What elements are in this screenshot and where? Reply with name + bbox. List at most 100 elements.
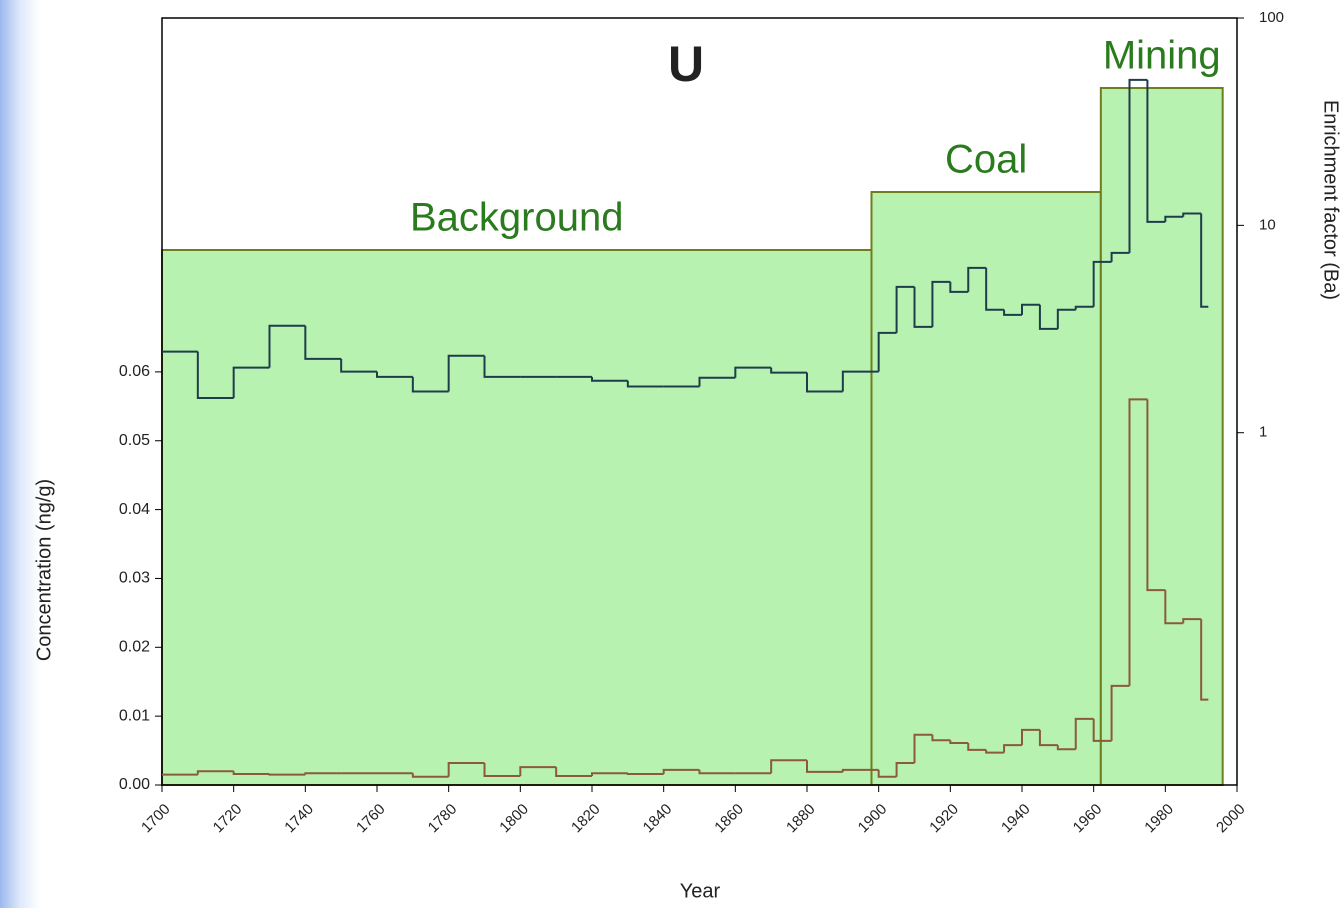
step-segment [806,760,843,773]
step-segment [913,286,933,328]
step-segment [931,734,951,742]
x-tick-label: 1880 [783,801,819,837]
region-label: Mining [1103,34,1221,78]
step-segment [1200,213,1209,308]
step-segment [555,767,592,778]
y-tick-label: 0.03 [119,570,150,587]
step-segment [232,771,270,775]
x-tick-label: 1720 [210,801,246,837]
step-segment [698,376,736,387]
step-segment [591,772,628,777]
step-segment [931,280,951,327]
step-segment [196,770,234,775]
x-tick-label: 2000 [1213,801,1249,837]
step-segment [1092,260,1112,307]
y2-tick-label: 10 [1259,216,1276,233]
region-label: Coal [945,138,1027,182]
step-segment [985,267,1005,311]
x-tick-label: 1900 [855,801,891,837]
step-segment [1056,745,1076,751]
y-axis-title: Concentration (ng/g) [33,479,55,661]
step-segment [1200,619,1209,701]
step-segment [1110,251,1130,262]
step-segment [1021,728,1040,746]
x-tick-label: 1820 [568,801,604,837]
x-tick-label: 1980 [1141,801,1177,837]
step-segment [304,772,342,775]
step-segment [770,759,807,774]
step-segment [1092,718,1112,742]
step-segment [1182,618,1202,624]
step-segment [1021,303,1040,315]
y-tick-label: 0.04 [119,501,150,518]
y-tick-label: 0.06 [119,363,150,380]
region-label: Background [410,196,623,240]
step-segment [877,331,897,372]
step-segment [1038,304,1058,330]
step-segment [1164,590,1184,625]
step-segment [967,266,987,292]
step-segment [626,772,664,775]
step-segment [1182,212,1202,217]
step-segment [1164,215,1184,222]
region [1099,87,1224,786]
step-segment [519,766,557,777]
step-segment [483,762,521,778]
step-segment [985,749,1005,754]
step-segment [967,743,987,751]
step-segment [268,324,306,368]
step-segment [1128,78,1148,253]
y-tick-label: 0.00 [119,776,150,793]
x-tick-label: 1920 [926,801,962,837]
step-segment [447,354,485,392]
step-segment [196,351,234,400]
region [161,249,873,786]
step-segment [411,773,449,778]
x-tick-label: 1840 [640,801,676,837]
x-tick-label: 1740 [281,801,317,837]
step-segment [626,380,664,388]
step-segment [734,366,772,378]
x-tick-label: 1700 [138,801,174,837]
x-tick-label: 1860 [711,801,747,837]
step-segment [1056,308,1076,329]
step-segment [304,325,342,360]
x-tick-label: 1800 [496,801,532,837]
step-segment [447,761,485,777]
step-segment [1110,684,1130,741]
step-segment [340,358,377,373]
step-segment [1074,717,1094,750]
x-tick-label: 1760 [353,801,389,837]
x-tick-label: 1940 [998,801,1034,837]
step-segment [895,285,915,333]
step-segment [949,281,969,293]
x-tick-label: 1780 [425,801,461,837]
step-segment [268,773,306,776]
step-segment [1146,399,1166,592]
step-segment [376,371,413,378]
step-segment [841,370,879,392]
step-segment [877,769,897,778]
y2-axis-title: Enrichment factor (Ba) [1320,100,1341,300]
step-segment [483,355,521,378]
y2-tick-label: 100 [1259,9,1284,26]
step-segment [232,366,270,399]
step-segment [591,376,628,382]
y-tick-label: 0.05 [119,432,150,449]
step-segment [1003,744,1022,753]
x-axis-title: Year [680,880,721,902]
x-tick-label: 1960 [1070,801,1106,837]
step-segment [1128,398,1148,686]
step-segment [841,768,879,772]
step-segment [949,740,969,745]
step-segment [1074,305,1094,310]
step-segment [1003,309,1022,316]
chart-title: U [668,36,704,92]
step-segment [662,768,700,774]
y2-tick-label: 1 [1259,424,1267,441]
y-tick-label: 0.01 [119,707,150,724]
step-segment [913,733,933,763]
plot-frame [161,17,1238,786]
